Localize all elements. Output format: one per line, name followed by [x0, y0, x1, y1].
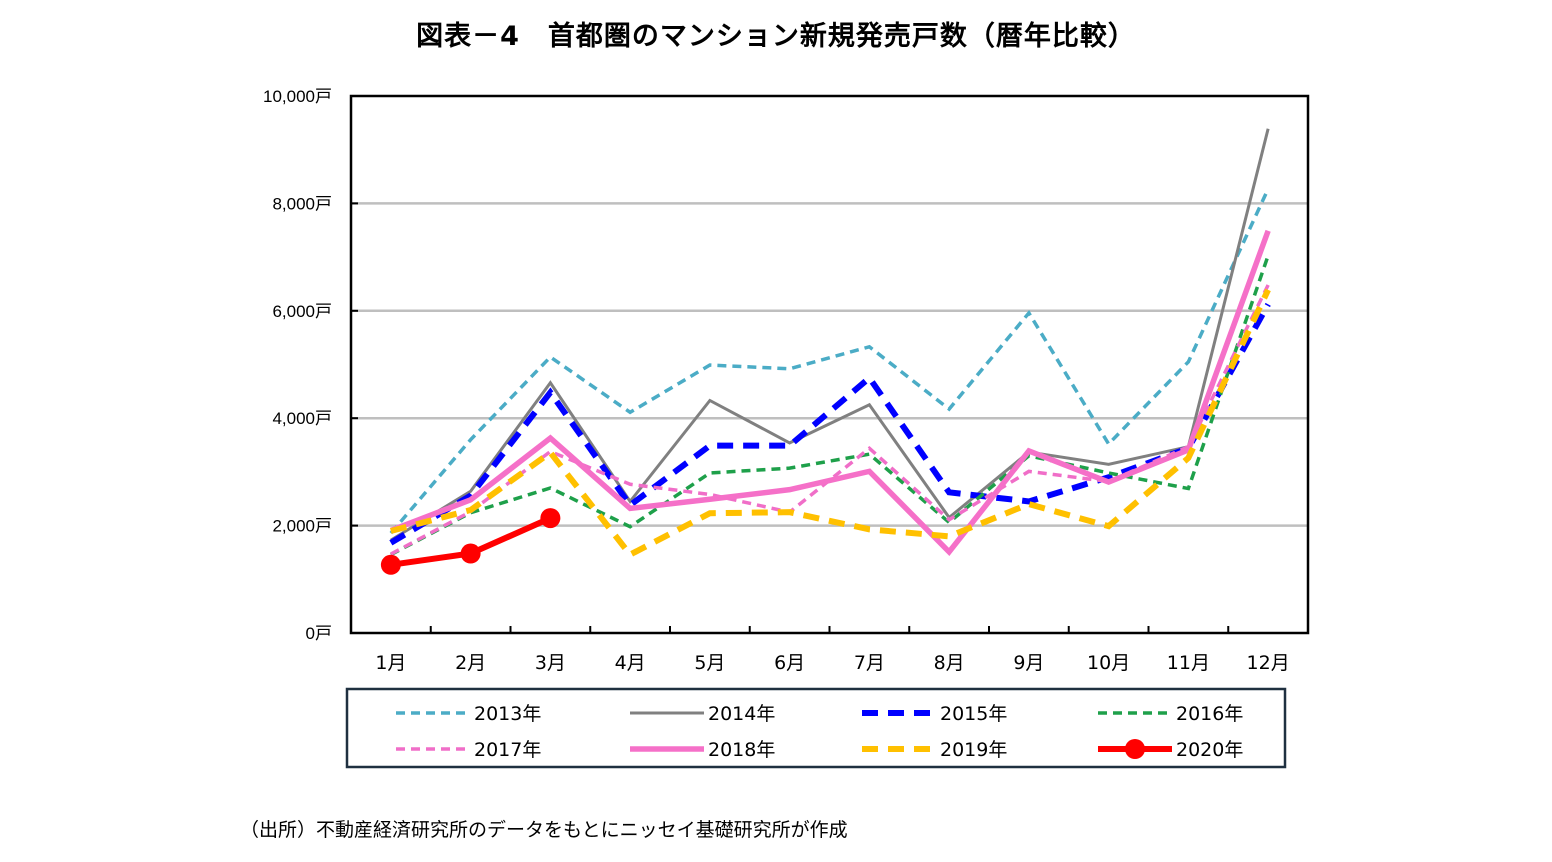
x-tick-label: 1月 — [375, 652, 406, 674]
legend-item: 2013年 — [396, 703, 541, 725]
legend-label: 2019年 — [940, 739, 1007, 761]
legend-label: 2015年 — [940, 703, 1007, 725]
data-point — [540, 508, 561, 529]
legend-marker — [1125, 739, 1145, 759]
series-2018年 — [389, 229, 1271, 557]
x-tick-label: 8月 — [934, 652, 965, 674]
data-point — [460, 543, 481, 564]
y-tick-label: 4,000戸 — [272, 409, 332, 428]
legend-label: 2017年 — [474, 739, 541, 761]
series-line — [390, 288, 1271, 559]
series-line — [390, 254, 1270, 557]
series-line — [389, 302, 1271, 546]
gridlines — [351, 202, 1308, 527]
x-tick-label: 9月 — [1013, 652, 1044, 674]
source-note: （出所）不動産経済研究所のデータをもとにニッセイ基礎研究所が作成 — [240, 819, 848, 841]
y-tick-label: 10,000戸 — [263, 87, 332, 106]
x-tick-label: 12月 — [1247, 652, 1290, 674]
series-group — [380, 128, 1271, 575]
series-line — [390, 128, 1270, 542]
legend-item: 2018年 — [630, 739, 775, 761]
y-tick-label: 2,000戸 — [272, 517, 332, 536]
chart-title: 図表－4 首都圏のマンション新規発売戸数（暦年比較） — [416, 21, 1136, 52]
series-2015年 — [389, 302, 1271, 546]
legend-label: 2014年 — [708, 703, 775, 725]
y-tick-label: 8,000戸 — [272, 194, 332, 213]
legend-label: 2020年 — [1176, 739, 1243, 761]
x-tick-label: 7月 — [854, 652, 885, 674]
x-tick-label: 4月 — [615, 652, 646, 674]
legend-label: 2016年 — [1176, 703, 1243, 725]
axes: 0戸 2,000戸 4,000戸 6,000戸 8,000戸 10,000戸 1月 2月 3月 4… — [263, 87, 1310, 674]
legend-item: 2014年 — [630, 703, 775, 725]
series-2020年 — [380, 508, 561, 575]
x-tick-label: 3月 — [535, 652, 566, 674]
legend-item: 2019年 — [862, 739, 1007, 761]
legend-label: 2018年 — [708, 739, 775, 761]
series-2014年 — [390, 128, 1270, 542]
series-2013年 — [389, 188, 1270, 535]
series-line — [389, 188, 1270, 535]
x-tick-label: 5月 — [694, 652, 725, 674]
series-line — [389, 229, 1271, 557]
legend-item: 2016年 — [1098, 703, 1243, 725]
x-tick-label: 11月 — [1167, 652, 1210, 674]
x-tick-label: 6月 — [774, 652, 805, 674]
series-2019年 — [390, 288, 1271, 559]
plot-frame — [349, 94, 1310, 635]
series-2016年 — [390, 254, 1270, 557]
y-tick-label: 6,000戸 — [272, 302, 332, 321]
legend: 2013年 2014年 2015年 2016年 2017年 2018年 2019年 2020年 — [345, 687, 1287, 769]
x-tick-label: 2月 — [455, 652, 486, 674]
x-tick-label: 10月 — [1087, 652, 1130, 674]
legend-item: 2020年 — [1098, 739, 1243, 761]
data-point — [380, 554, 401, 575]
y-tick-label: 0戸 — [306, 624, 332, 643]
legend-label: 2013年 — [474, 703, 541, 725]
legend-item: 2015年 — [862, 703, 1007, 725]
legend-item: 2017年 — [396, 739, 541, 761]
